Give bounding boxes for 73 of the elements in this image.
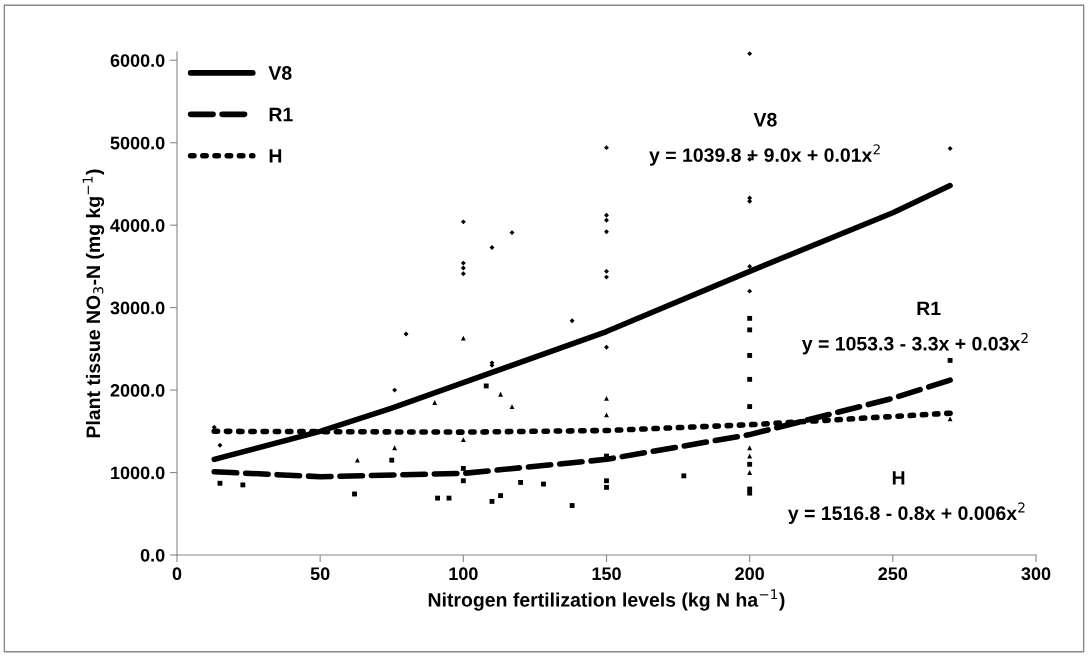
point: [604, 229, 609, 235]
point: [947, 357, 953, 363]
point: [217, 442, 223, 448]
point: [747, 404, 753, 409]
point: [604, 212, 609, 218]
y-tick-label: 4000.0: [110, 219, 165, 232]
point: [747, 353, 753, 358]
point: [211, 424, 217, 430]
point: [604, 145, 609, 151]
point: [604, 274, 609, 280]
point: [460, 260, 466, 266]
legend-label: H: [269, 149, 282, 163]
point: [509, 230, 515, 236]
point: [747, 315, 753, 321]
point: [498, 391, 503, 397]
point: [604, 412, 609, 418]
y-tick-label: 3000.0: [110, 301, 165, 315]
y-tick-label: 1000.0: [111, 466, 165, 480]
y-tick-label: 6000.0: [110, 54, 165, 67]
x-tick-label: 250: [878, 567, 908, 581]
point: [747, 470, 753, 475]
legend-label: R1: [269, 107, 293, 122]
point: [747, 490, 753, 496]
annotation: R1: [917, 301, 941, 316]
x-tick-label: 100: [449, 567, 478, 581]
x-tick-label: 0: [172, 567, 182, 581]
point: [604, 344, 609, 350]
point: [498, 493, 503, 499]
y-axis-title: Plant tissue NO$_{3}$-N (mg kg$^{−1}$): [82, 169, 105, 438]
point: [747, 376, 753, 382]
point: [569, 503, 575, 508]
point: [460, 265, 466, 271]
point: [747, 51, 753, 57]
y-tick-label: 5000.0: [110, 136, 165, 150]
point: [460, 478, 466, 484]
point: [681, 473, 687, 479]
point: [747, 461, 753, 467]
y-tick-label: 2000.0: [110, 384, 165, 397]
legend-label: V8: [268, 66, 292, 80]
x-tick-label: 300: [1021, 567, 1051, 581]
point: [460, 437, 466, 442]
annotation: y = 1516.8 - 0.8x + 0.006x$^{2}$: [788, 502, 1025, 524]
point: [747, 263, 753, 269]
annotation: y = 1053.3 - 3.3x + 0.03x$^{2}$: [801, 332, 1028, 355]
point: [604, 478, 609, 484]
point: [240, 482, 246, 488]
point: [435, 495, 440, 501]
point: [604, 484, 609, 490]
annotation: V8: [753, 112, 777, 127]
annotation: H: [892, 471, 905, 485]
point: [460, 335, 466, 341]
x-tick-label: 150: [592, 567, 621, 581]
annotation: y = 1039.8 + 9.0x + 0.01x$^{2}$: [649, 144, 880, 166]
point: [747, 327, 753, 333]
point: [947, 146, 953, 151]
point: [604, 395, 609, 401]
x-axis-title: Nitrogen fertilization levels (kg N ha$^{−1}$): [428, 589, 785, 611]
point: [604, 268, 609, 274]
y-tick-label: 0.0: [140, 548, 165, 562]
point: [541, 481, 546, 487]
point: [509, 404, 515, 409]
point: [389, 457, 395, 463]
x-tick-label: 50: [310, 567, 330, 581]
point: [747, 195, 753, 201]
point: [747, 198, 753, 204]
point: [403, 331, 409, 337]
point: [460, 465, 466, 471]
point: [354, 457, 360, 463]
x-tick-label: 200: [735, 567, 764, 581]
point: [569, 318, 575, 324]
point: [518, 480, 524, 485]
point: [432, 400, 438, 405]
point: [604, 217, 609, 223]
